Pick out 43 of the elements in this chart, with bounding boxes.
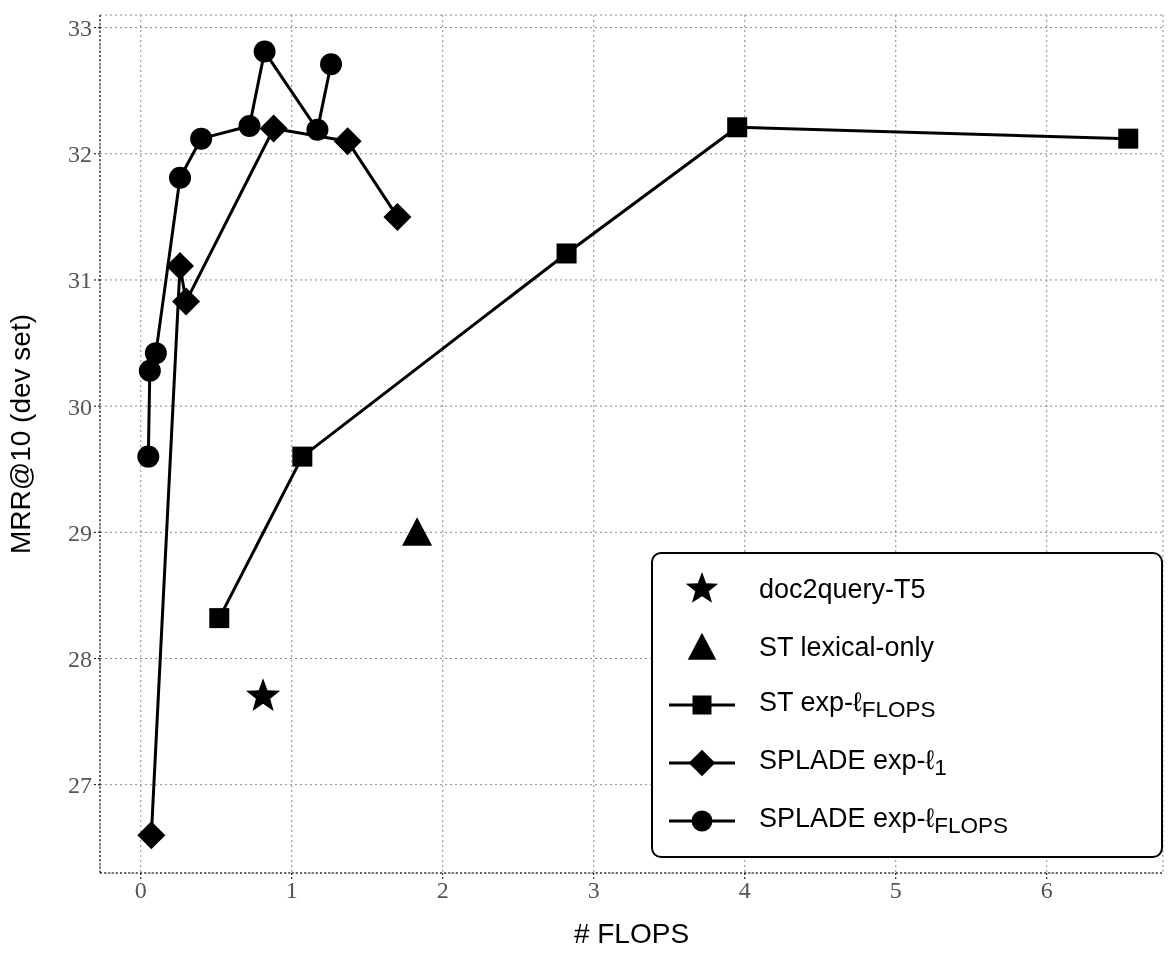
y-tick-label: 33 — [68, 15, 92, 42]
point — [383, 202, 412, 231]
point — [292, 446, 313, 467]
legend-label: SPLADE exp-ℓ$_{FLOPS}$ — [759, 802, 1009, 840]
x-tick-label: 2 — [436, 877, 449, 904]
point — [333, 127, 362, 156]
y-tick-label: 31 — [68, 267, 92, 294]
point — [144, 342, 167, 365]
point — [166, 252, 195, 281]
x-tick-label: 5 — [889, 877, 902, 904]
point — [402, 517, 433, 546]
point — [727, 117, 748, 138]
legend-label: ST exp-ℓ$_{FLOPS}$ — [759, 686, 936, 724]
point — [245, 678, 281, 711]
point — [169, 166, 192, 189]
point — [172, 287, 201, 316]
x-tick-label: 6 — [1040, 877, 1053, 904]
x-tick-label: 4 — [738, 877, 751, 904]
point — [306, 118, 329, 141]
point — [209, 608, 230, 629]
x-tick-label: 0 — [134, 877, 147, 904]
point — [556, 243, 577, 264]
point — [137, 445, 160, 468]
y-tick-label: 27 — [68, 772, 92, 799]
y-tick-label: 28 — [68, 646, 92, 673]
y-axis-title: MRR@10 (dev set) — [4, 313, 36, 554]
point — [253, 40, 276, 63]
x-tick-label: 3 — [587, 877, 600, 904]
y-tick-label: 29 — [68, 519, 92, 546]
point — [1118, 128, 1139, 149]
point — [137, 821, 166, 850]
legend-label: doc2query-T5 — [759, 573, 926, 605]
point — [259, 114, 288, 143]
point — [320, 53, 343, 76]
x-tick-label: 1 — [285, 877, 298, 904]
x-axis-title: # FLOPS — [573, 918, 690, 949]
point — [190, 127, 213, 150]
point — [138, 359, 161, 382]
point — [238, 115, 261, 138]
y-tick-label: 32 — [68, 141, 92, 168]
legend-label: ST lexical-only — [759, 631, 935, 663]
y-tick-label: 30 — [68, 393, 92, 420]
legend-label: SPLADE exp-ℓ$_{1}$ — [759, 744, 947, 782]
